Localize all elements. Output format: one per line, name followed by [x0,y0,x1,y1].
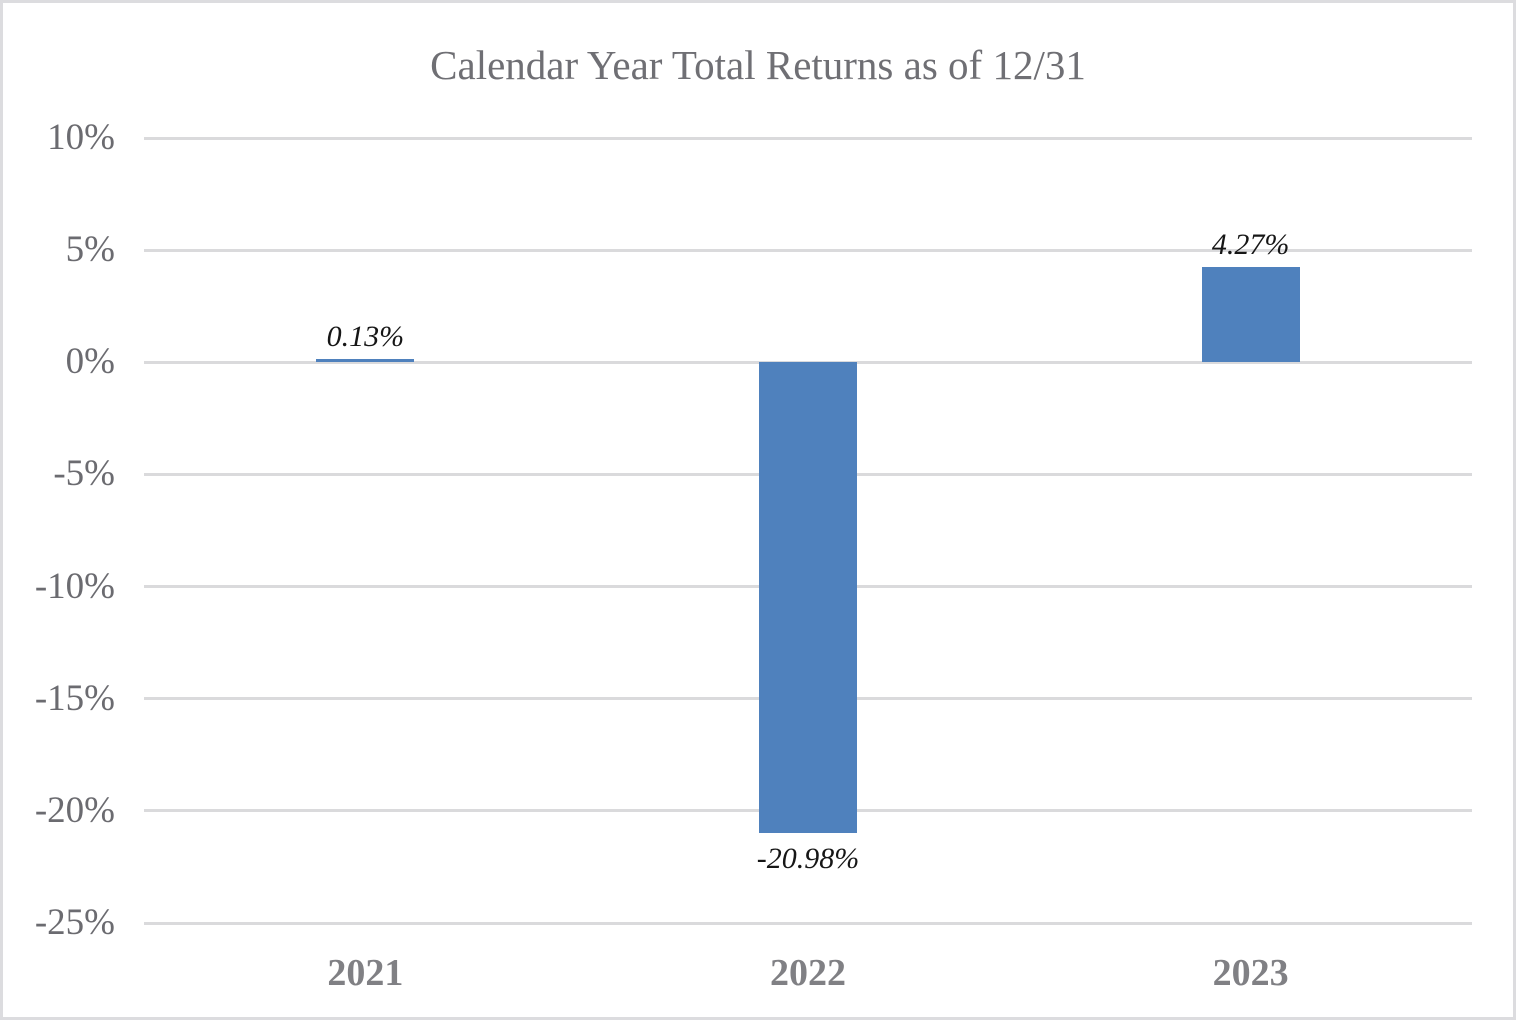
x-category-label-2021: 2021 [327,952,404,994]
y-tick-label: -15% [34,677,115,719]
y-tick-label: 0% [65,341,115,383]
bar-2023 [1201,266,1300,363]
data-label-2023: 4.27% [1211,227,1290,261]
gridline [144,136,1472,140]
bar-2022 [759,362,857,833]
y-tick-label: -10% [34,565,115,607]
y-tick-label: 5% [65,229,115,271]
y-tick-label: 10% [47,117,115,158]
y-tick-label: -25% [34,902,115,943]
gridline [144,921,1472,925]
gridline [144,248,1472,252]
x-category-label-2023: 2023 [1212,952,1289,994]
chart-title: Calendar Year Total Returns as of 12/31 [430,42,1086,88]
y-tick-label: -20% [34,789,115,831]
data-label-2021: 0.13% [326,320,405,354]
y-tick-label: -5% [53,453,115,495]
data-label-2022: -20.98% [756,841,860,875]
bar-2021 [316,359,415,363]
x-category-label-2022: 2022 [770,952,846,994]
